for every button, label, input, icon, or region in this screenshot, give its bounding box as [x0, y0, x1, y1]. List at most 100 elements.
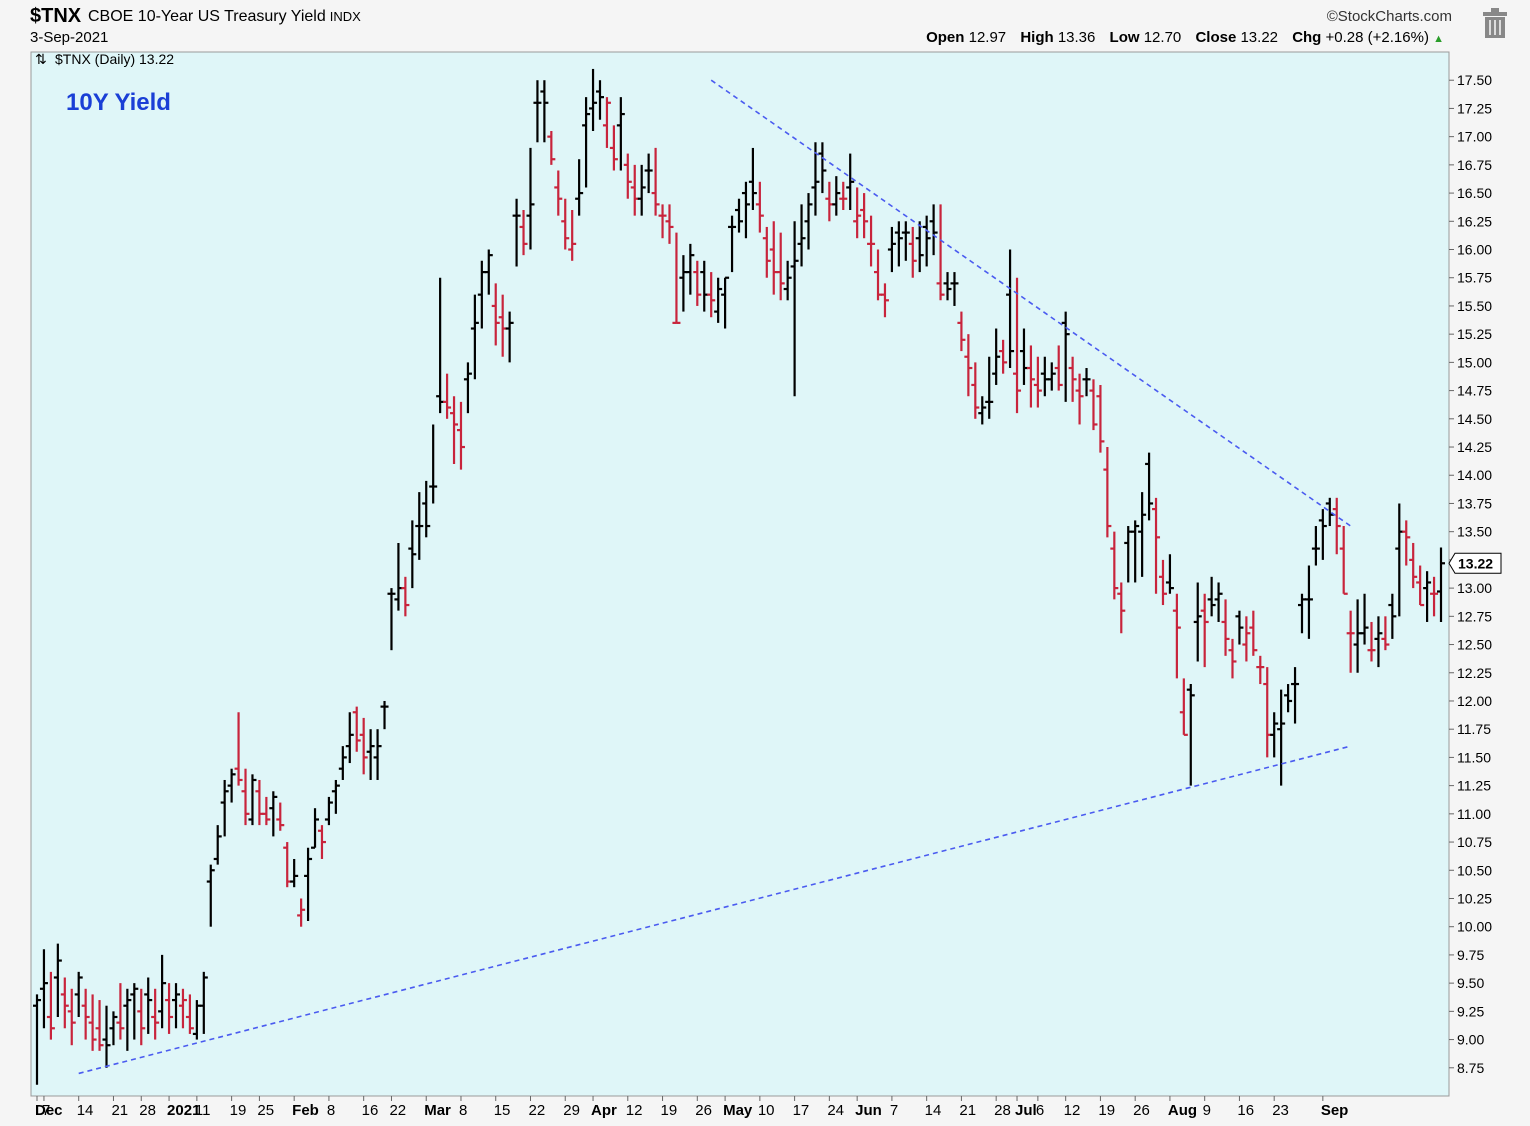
x-tick-label: 21 — [959, 1102, 976, 1119]
x-tick-label: 8 — [459, 1102, 467, 1119]
ohlc-bar — [575, 159, 584, 216]
ohlc-bar — [456, 401, 465, 470]
ohlc-bar — [1013, 277, 1022, 414]
ohlc-bar — [387, 588, 396, 651]
y-tick-label: 10.00 — [1457, 919, 1492, 935]
ohlc-bar — [1207, 576, 1216, 617]
ohlc-bar — [665, 204, 674, 244]
ohlc-bar — [860, 193, 869, 239]
ohlc-bar — [1165, 554, 1174, 594]
y-tick-label: 17.25 — [1457, 100, 1492, 116]
ohlc-bar — [269, 791, 278, 837]
ohlc-bar — [1179, 678, 1188, 736]
x-tick-label: 19 — [230, 1102, 247, 1119]
chg-value: +0.28 (+2.16%) — [1325, 29, 1429, 46]
ohlc-bar — [1318, 509, 1327, 560]
ohlc-bar — [735, 198, 743, 233]
y-tick-label: 9.00 — [1457, 1032, 1484, 1048]
ohlc-bar — [1110, 531, 1119, 600]
ohlc-bar — [88, 994, 97, 1051]
close-value: 13.22 — [1240, 29, 1279, 46]
y-tick-label: 12.00 — [1457, 693, 1492, 709]
ohlc-bar — [950, 272, 959, 306]
ohlc-bar — [60, 977, 69, 1029]
ohlc-bar — [1214, 582, 1223, 622]
ohlc-bar — [1026, 345, 1035, 408]
x-tick-label: 7 — [42, 1102, 50, 1119]
x-tick-label: 16 — [1237, 1102, 1254, 1119]
ohlc-bar — [762, 226, 771, 278]
ohlc-bar — [1249, 610, 1258, 656]
ohlc-bar — [519, 210, 528, 256]
ohlc-bar — [985, 356, 994, 419]
x-tick-label: Dec — [35, 1102, 63, 1119]
ohlc-bar — [484, 249, 493, 295]
x-tick-label: 17 — [793, 1102, 810, 1119]
ohlc-bar — [380, 700, 389, 730]
ohlc-bar — [1270, 712, 1279, 758]
ohlc-bar — [1332, 497, 1341, 555]
trash-icon[interactable] — [1480, 6, 1510, 40]
ohlc-bar — [1409, 542, 1418, 589]
y-tick-label: 12.50 — [1457, 637, 1492, 653]
ohlc-bar — [1311, 526, 1320, 566]
up-arrow-icon: ▲ — [1433, 33, 1444, 45]
chart-annotation: 10Y Yield — [66, 89, 171, 116]
ohlc-bar — [790, 221, 799, 397]
ohlc-bar — [512, 198, 521, 267]
ohlc-bar — [46, 971, 55, 1040]
ohlc-bar — [623, 153, 632, 199]
ohlc-bar — [429, 424, 438, 504]
y-tick-label: 8.75 — [1457, 1060, 1484, 1076]
ohlc-bar — [894, 221, 903, 267]
y-tick-label: 15.75 — [1457, 270, 1492, 286]
ohlc-bar — [185, 994, 194, 1034]
ohlc-bar — [290, 858, 299, 888]
ohlc-bar — [165, 983, 174, 1034]
ohlc-bar — [1131, 520, 1140, 583]
y-tick-label: 16.75 — [1457, 157, 1492, 173]
ohlc-bar — [338, 746, 347, 780]
ohlc-bar — [1200, 593, 1209, 668]
ohlc-bar — [366, 729, 375, 780]
x-tick-label: 28 — [994, 1102, 1011, 1119]
x-tick-label: 19 — [1098, 1102, 1115, 1119]
ohlc-bar — [693, 260, 702, 306]
x-tick-label: 12 — [626, 1102, 643, 1119]
y-tick-label: 12.75 — [1457, 608, 1492, 624]
symbol: $TNX — [30, 5, 82, 27]
ohlc-bar — [880, 283, 889, 318]
x-tick-label: 26 — [695, 1102, 712, 1119]
ohlc-bar — [463, 362, 472, 414]
copyright[interactable]: ©StockCharts.com — [1326, 8, 1452, 25]
ohlc-bar — [172, 983, 181, 1029]
ohlc-bar — [728, 215, 737, 273]
ohlc-bar — [971, 362, 980, 419]
ohlc-bar — [1152, 497, 1161, 594]
ohlc-bar — [1033, 356, 1042, 408]
ohlc-bar — [1402, 520, 1411, 566]
ohlc-bar — [922, 215, 931, 267]
ohlc-bar — [123, 988, 132, 1051]
x-tick-label: Feb — [292, 1102, 319, 1119]
ohlc-bar — [908, 226, 917, 278]
ohlc-bar — [887, 226, 896, 273]
x-tick-label: 16 — [362, 1102, 379, 1119]
ohlc-bar — [241, 768, 250, 826]
ohlc-bar — [158, 954, 167, 1029]
y-tick-label: 16.50 — [1457, 185, 1492, 201]
ohlc-bar — [1242, 616, 1251, 662]
ohlc-bar — [415, 492, 424, 560]
ohlc-bar — [373, 729, 382, 780]
x-tick-label: Jul — [1015, 1102, 1037, 1119]
x-tick-label: 23 — [1272, 1102, 1289, 1119]
ohlc-bar — [783, 260, 792, 301]
x-tick-label: 24 — [827, 1102, 844, 1119]
ohlc-bar — [311, 808, 320, 849]
ohlc-bar — [818, 142, 827, 194]
ohlc-bar — [1117, 582, 1126, 634]
ohlc-bar — [1423, 571, 1432, 622]
ohlc-bar — [199, 971, 208, 1034]
ohlc-bar — [1075, 373, 1084, 425]
